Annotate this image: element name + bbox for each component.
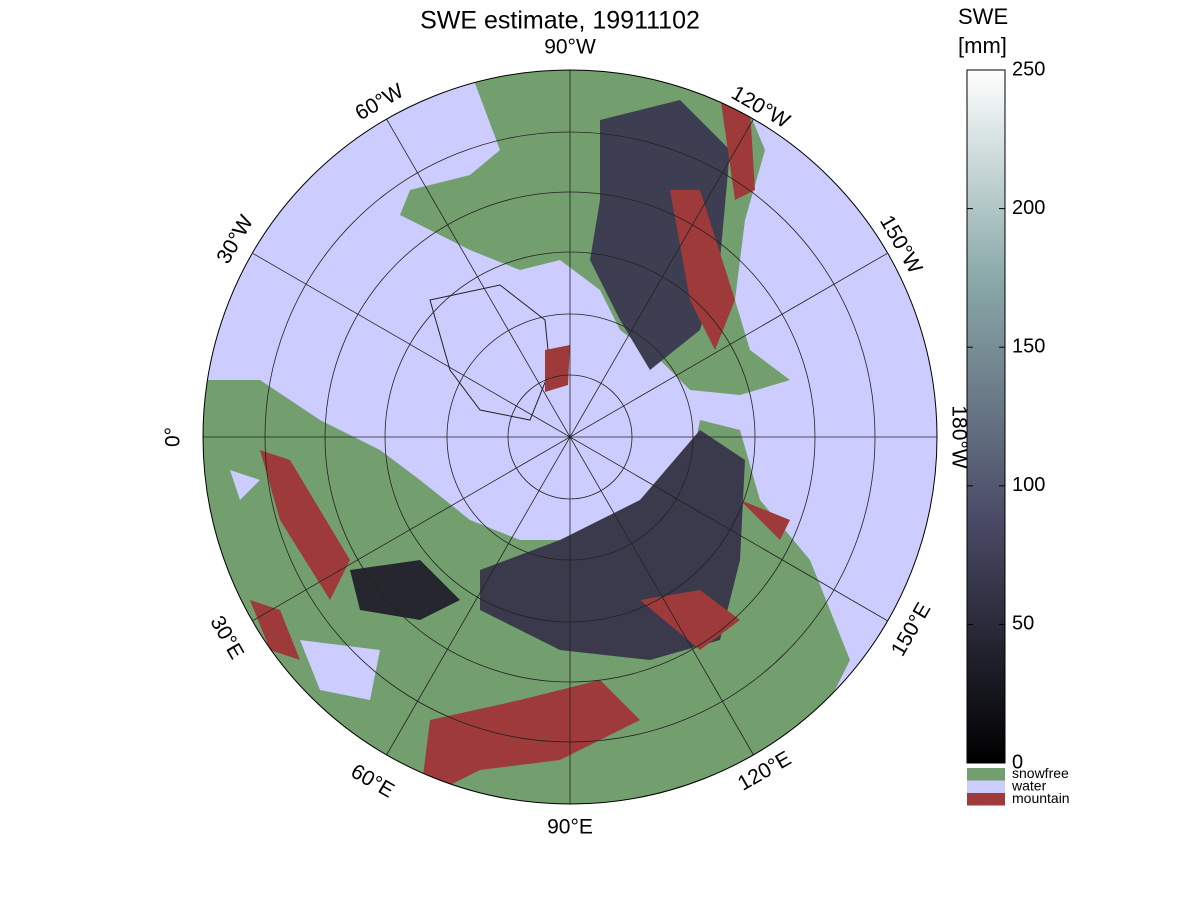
lon-label: 0° <box>162 427 185 447</box>
colorbar-tick-label: 0 <box>1012 751 1023 773</box>
map <box>203 70 937 804</box>
colorbar-label: [mm] <box>958 33 1007 58</box>
colorbar-axis: 0 50 100 150 200 250 <box>967 58 1045 773</box>
colorbar-tick-label: 200 <box>1012 197 1045 219</box>
lon-label: 90°E <box>547 816 593 839</box>
colorbar-tick-label: 150 <box>1012 335 1045 357</box>
legend-label: snowfree <box>1012 765 1069 781</box>
greenland <box>429 284 551 421</box>
snow-cover <box>350 560 460 620</box>
mountain <box>250 450 790 800</box>
legend-label: mountain <box>1012 790 1070 806</box>
lon-label: 180°W <box>947 405 970 468</box>
colorbar-tick-label: 100 <box>1012 474 1045 496</box>
mountain <box>670 95 755 350</box>
legend-swatch <box>967 793 1005 806</box>
inland-water <box>230 470 380 700</box>
mountain <box>545 345 570 392</box>
title: SWE estimate, 19911102 <box>420 7 700 35</box>
legend-swatch <box>967 768 1005 781</box>
lon-label: 30°E <box>205 612 248 663</box>
colorbar-tick-label: 250 <box>1012 58 1045 80</box>
legend-label: water <box>1011 778 1047 794</box>
colorbar-label: SWE <box>958 4 1008 29</box>
lon-label: 90°W <box>544 36 596 59</box>
graticule <box>203 70 937 804</box>
map-border <box>202 69 938 805</box>
lon-label: 60°E <box>347 760 398 803</box>
legend-swatch <box>967 780 1005 793</box>
colorbar <box>966 69 1006 764</box>
colorbar-tick-label: 50 <box>1012 613 1034 635</box>
